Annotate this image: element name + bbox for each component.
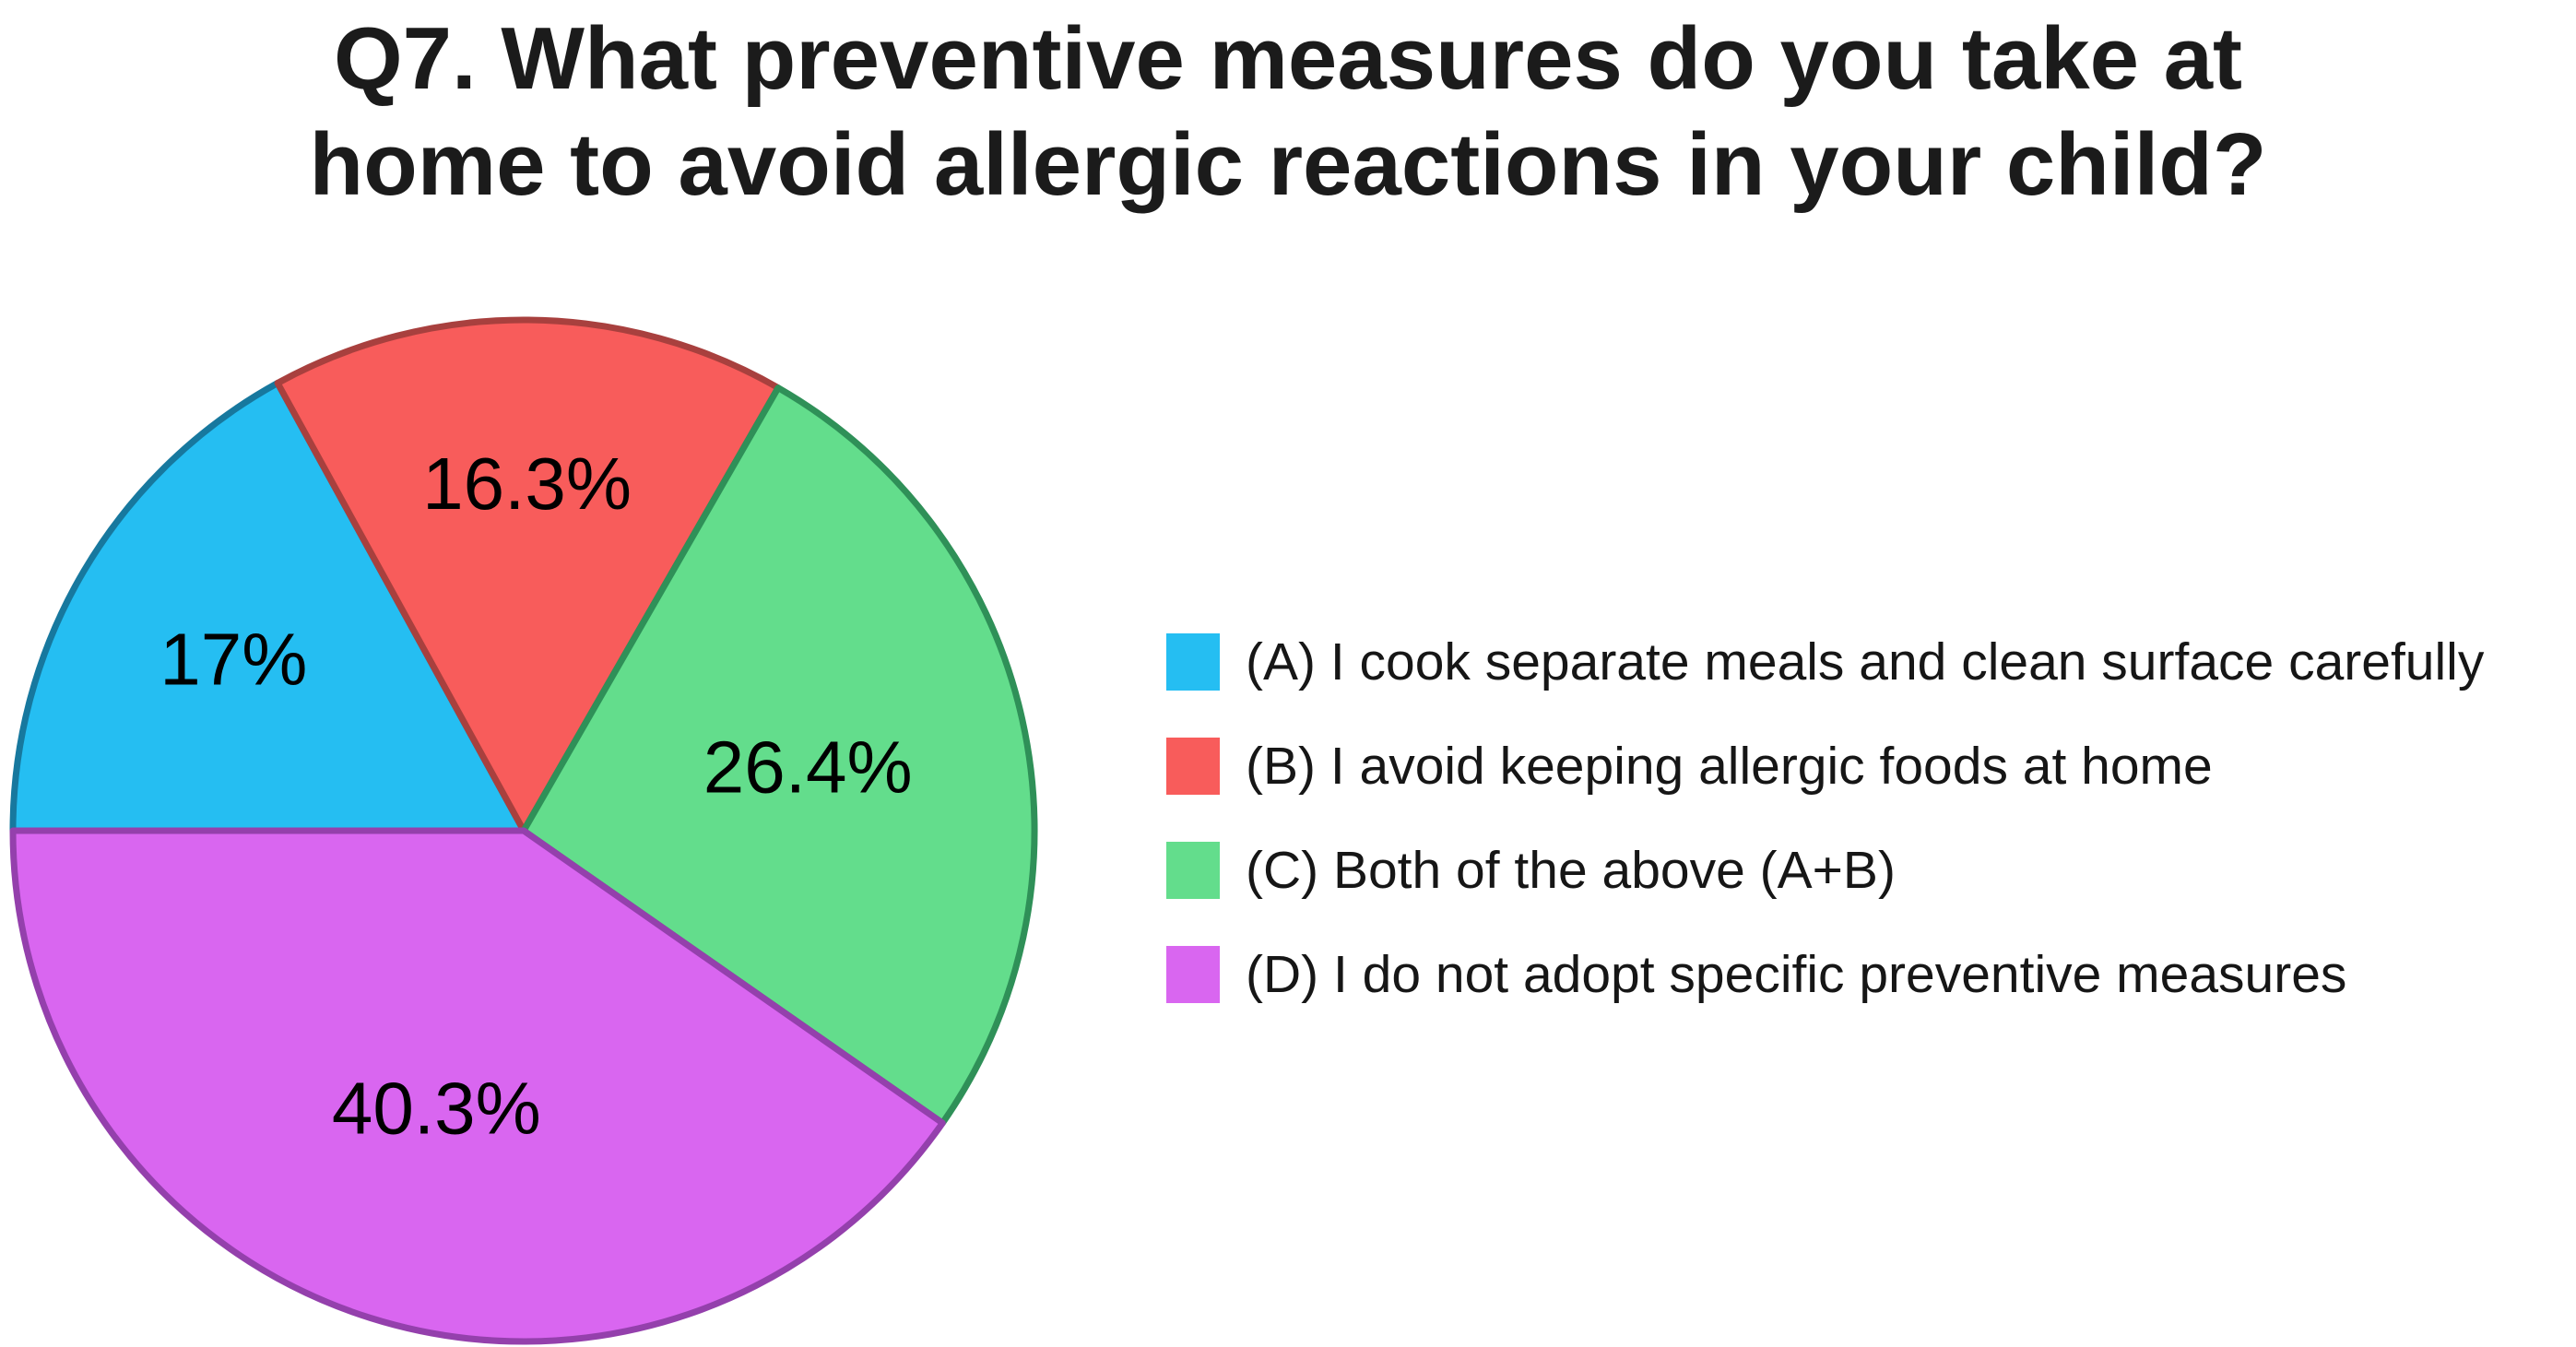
slice-value-label-b: 16.3% (422, 443, 632, 525)
legend-label-c: (C) Both of the above (A+B) (1246, 840, 1896, 900)
legend-item-d: (D) I do not adopt specific preventive m… (1166, 945, 2576, 1004)
chart-title-line1: Q7. What preventive measures do you take… (333, 9, 2243, 108)
pie-chart: 17% 16.3% 26.4% 40.3% (0, 295, 1069, 1347)
legend-label-d: (D) I do not adopt specific preventive m… (1246, 944, 2347, 1004)
pie-slice-a (9, 380, 527, 834)
legend: (A) I cook separate meals and clean surf… (1166, 632, 2576, 1004)
legend-swatch-b (1166, 738, 1220, 795)
pie-chart-svg: 17% 16.3% 26.4% 40.3% (9, 316, 1038, 1345)
slice-value-label-d: 40.3% (332, 1068, 541, 1150)
chart-title-line2: home to avoid allergic reactions in your… (309, 115, 2267, 215)
legend-swatch-d (1166, 946, 1220, 1003)
chart-title: Q7. What preventive measures do you take… (0, 6, 2576, 218)
legend-item-b: (B) I avoid keeping allergic foods at ho… (1166, 737, 2576, 796)
slice-value-label-c: 26.4% (703, 727, 913, 809)
legend-item-a: (A) I cook separate meals and clean surf… (1166, 632, 2576, 691)
slice-value-label-a: 17% (160, 618, 307, 700)
legend-label-a: (A) I cook separate meals and clean surf… (1246, 632, 2485, 691)
legend-label-b: (B) I avoid keeping allergic foods at ho… (1246, 736, 2213, 796)
pie-slice-d (9, 827, 946, 1345)
legend-swatch-c (1166, 842, 1220, 899)
legend-item-c: (C) Both of the above (A+B) (1166, 841, 2576, 900)
legend-swatch-a (1166, 633, 1220, 691)
pie-slice-c (520, 384, 1038, 1127)
pie-slice-b (274, 316, 782, 834)
